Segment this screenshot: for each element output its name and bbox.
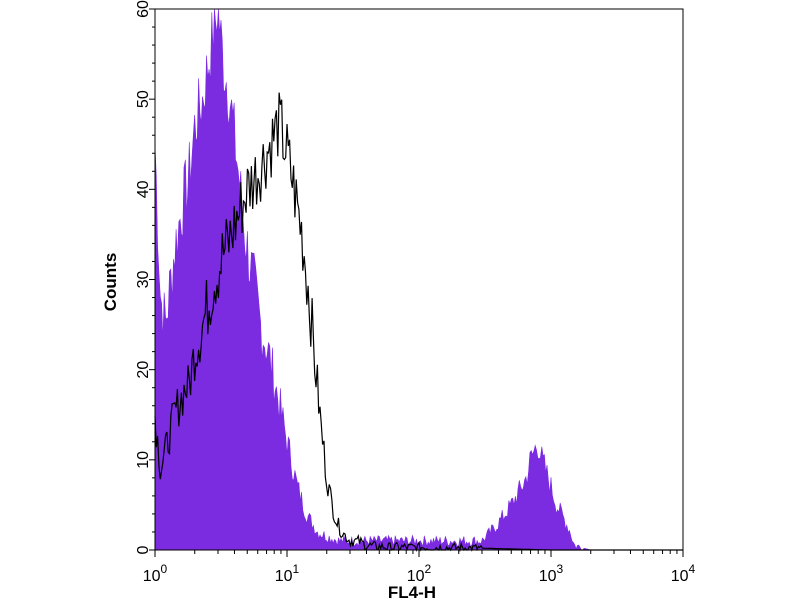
- x-axis-title: FL4-H: [388, 583, 436, 600]
- x-axis: 100 101 102 103 104: [143, 550, 696, 585]
- x-tick-label: 102: [407, 562, 432, 585]
- series-layer: [154, 8, 683, 553]
- y-tick-label: 50: [135, 90, 152, 108]
- x-tick-label: 101: [275, 562, 300, 585]
- y-axis-title: Counts: [101, 253, 120, 312]
- x-tick-label: 100: [143, 562, 168, 585]
- y-axis: 0 10 20 30 40 50 60: [135, 0, 155, 554]
- y-tick-label: 60: [135, 0, 152, 18]
- y-tick-label: 20: [135, 361, 152, 379]
- y-tick-label: 10: [135, 451, 152, 469]
- y-tick-label: 40: [135, 180, 152, 198]
- y-tick-label: 0: [135, 545, 152, 554]
- series-0-filled-histogram: [154, 8, 683, 551]
- y-tick-label: 30: [135, 271, 152, 289]
- x-tick-label: 103: [539, 562, 564, 585]
- x-tick-label: 104: [671, 562, 696, 585]
